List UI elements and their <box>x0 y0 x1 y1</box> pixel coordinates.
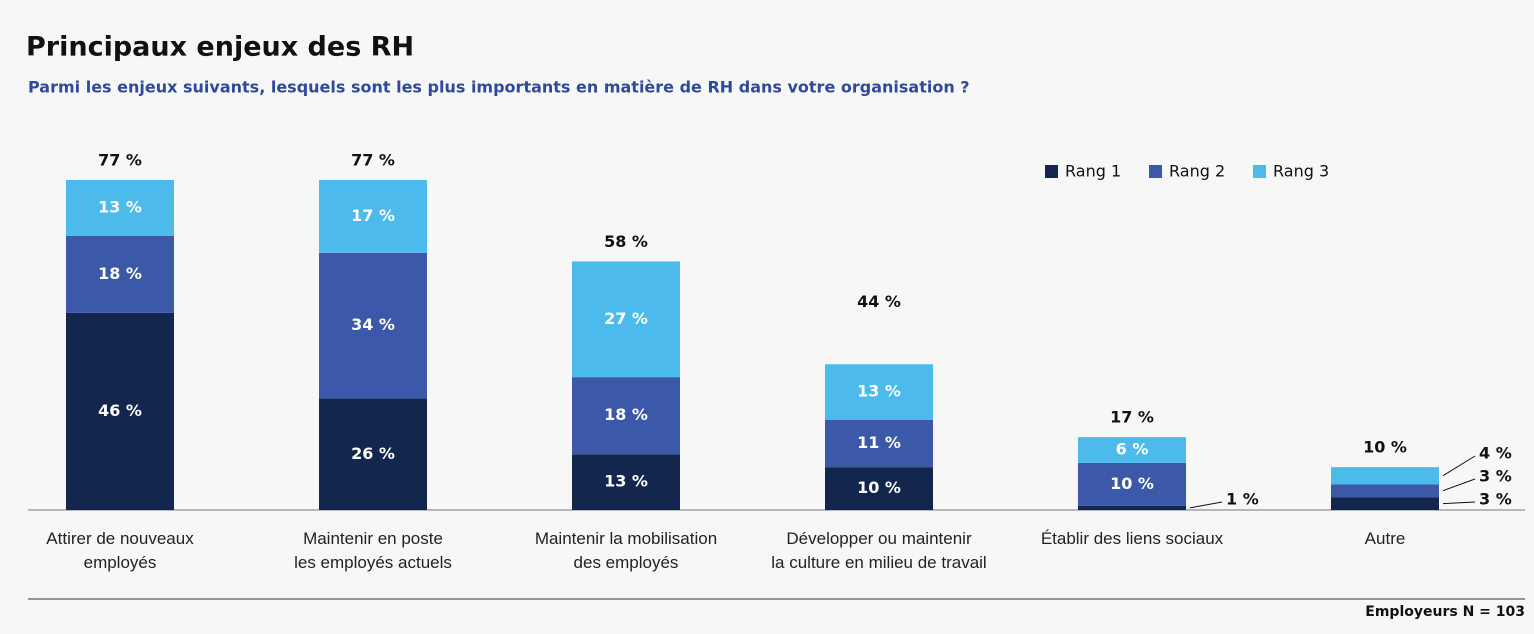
data-label: 11 % <box>857 433 901 452</box>
leader-line <box>1442 455 1476 477</box>
legend-label: Rang 1 <box>1065 162 1121 181</box>
legend-swatch <box>1045 165 1058 178</box>
data-label: 26 % <box>351 444 395 463</box>
bar-segment <box>1078 505 1186 510</box>
x-tick-label: Attirer de nouveaux employés <box>46 529 194 572</box>
leader-line <box>1442 501 1476 505</box>
legend-label: Rang 3 <box>1273 162 1329 181</box>
data-label: 18 % <box>604 405 648 424</box>
chart-subtitle: Parmi les enjeux suivants, lesquels sont… <box>28 78 970 97</box>
bar-segment <box>1078 462 1186 506</box>
bar-segment <box>572 454 680 510</box>
bar-segment <box>1078 437 1186 463</box>
total-label: 10 % <box>1363 438 1407 457</box>
total-label: 77 % <box>98 151 142 170</box>
data-label: 13 % <box>98 197 142 216</box>
legend-swatch <box>1253 165 1266 178</box>
data-label: 1 % <box>1226 490 1259 509</box>
bar-segment <box>825 364 933 420</box>
data-label: 13 % <box>857 382 901 401</box>
x-tick-label: Maintenir la mobilisation des employés <box>534 529 718 572</box>
total-label: 17 % <box>1110 408 1154 427</box>
leader-line <box>1442 478 1476 492</box>
bar-segment <box>825 467 933 510</box>
x-tick-label: Maintenir en poste les employés actuels <box>294 529 452 572</box>
total-label: 77 % <box>351 151 395 170</box>
data-label: 13 % <box>604 472 648 491</box>
bar-segment <box>1331 484 1439 498</box>
legend-label: Rang 2 <box>1169 162 1225 181</box>
data-label: 18 % <box>98 264 142 283</box>
total-label: 44 % <box>857 292 901 311</box>
chart-title: Principaux enjeux des RH <box>26 32 414 63</box>
data-label: 3 % <box>1479 467 1512 486</box>
x-tick-label: Établir des liens sociaux <box>1040 529 1224 548</box>
data-label: 46 % <box>98 401 142 420</box>
data-label: 6 % <box>1116 440 1149 459</box>
bar-segment <box>66 235 174 313</box>
data-label: 34 % <box>351 315 395 334</box>
bar-segment <box>319 180 427 253</box>
legend-swatch <box>1149 165 1162 178</box>
bar-segment <box>66 180 174 236</box>
data-label: 27 % <box>604 309 648 328</box>
data-label: 10 % <box>1110 474 1154 493</box>
bar-segment <box>572 377 680 455</box>
bar-segment <box>319 252 427 399</box>
leader-line <box>1189 501 1223 509</box>
data-label: 4 % <box>1479 444 1512 463</box>
bar-segment <box>825 420 933 468</box>
bar-segment <box>66 312 174 510</box>
data-label: 10 % <box>857 478 901 497</box>
total-label: 58 % <box>604 232 648 251</box>
x-tick-label: Développer ou maintenir la culture en mi… <box>771 529 987 572</box>
data-label: 17 % <box>351 206 395 225</box>
bar-segment <box>319 398 427 510</box>
bar-segment <box>572 261 680 378</box>
data-label: 3 % <box>1479 490 1512 509</box>
footer-note: Employeurs N = 103 <box>1365 604 1525 620</box>
bar-segment <box>1331 497 1439 510</box>
bar-segment <box>1331 467 1439 485</box>
x-tick-label: Autre <box>1364 529 1406 548</box>
